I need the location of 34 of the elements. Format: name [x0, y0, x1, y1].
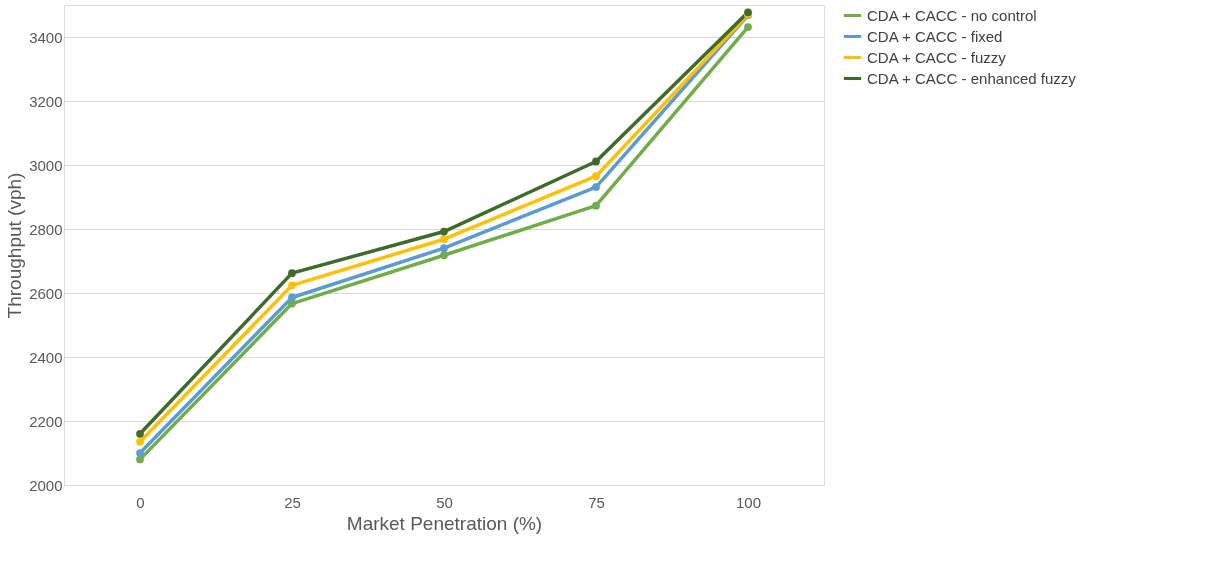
x-axis-title: Market Penetration (%) — [346, 512, 543, 534]
point — [592, 201, 600, 210]
y-tick-label: 2600 — [29, 284, 63, 302]
y-axis-title: Throughput (vph) — [4, 172, 26, 319]
point — [440, 251, 448, 260]
y-tick-label: 2800 — [29, 220, 63, 238]
x-tick-label: 50 — [436, 493, 453, 511]
point — [136, 449, 144, 457]
point — [592, 183, 600, 191]
x-tick-label: 75 — [588, 493, 605, 511]
point — [440, 244, 448, 253]
point — [288, 269, 296, 278]
y-tick-label: 2000 — [29, 476, 63, 494]
point — [592, 172, 600, 181]
legend-label: CDA + CACC - no control — [867, 6, 1037, 24]
point — [440, 227, 448, 236]
point — [136, 437, 144, 446]
x-tick-label: 100 — [735, 493, 762, 511]
point — [288, 281, 296, 290]
legend-label: CDA + CACC - enhanced fuzzy — [867, 69, 1077, 87]
x-tick-label: 0 — [136, 493, 145, 511]
y-tick-label: 3000 — [29, 156, 63, 174]
y-tick-label: 2200 — [29, 412, 63, 430]
y-tick-label: 3400 — [29, 28, 63, 46]
point — [744, 23, 752, 31]
legend-label: CDA + CACC - fuzzy — [867, 48, 1007, 66]
y-tick-label: 2400 — [29, 348, 63, 366]
point — [136, 429, 144, 438]
x-tick-label: 25 — [284, 493, 301, 511]
point — [440, 235, 448, 244]
y-tick-label: 3200 — [29, 92, 63, 110]
legend-label: CDA + CACC - fixed — [867, 27, 1003, 45]
point — [592, 157, 600, 166]
point — [288, 293, 296, 302]
